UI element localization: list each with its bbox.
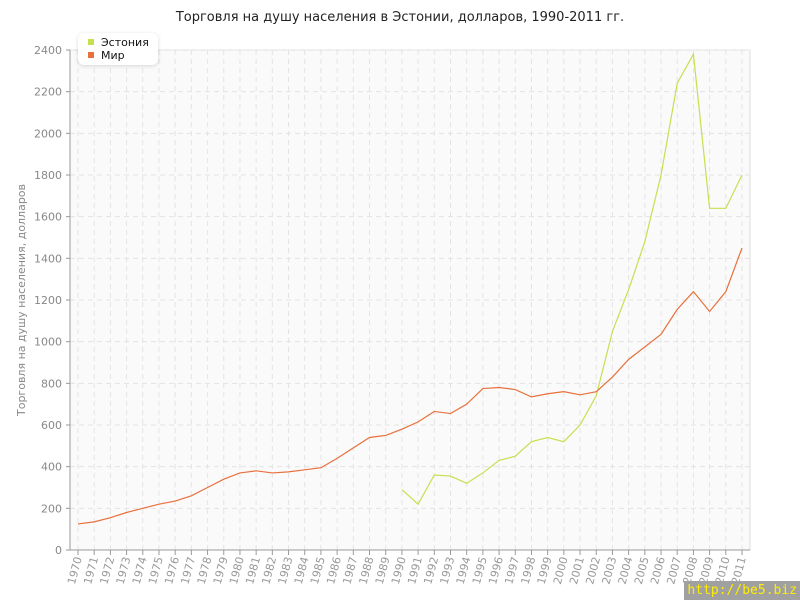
- y-tick-label: 1800: [34, 169, 62, 182]
- legend-label: Мир: [101, 49, 125, 62]
- legend: Эстония Мир: [78, 33, 158, 65]
- y-tick-label: 2000: [34, 127, 62, 140]
- legend-label: Эстония: [101, 36, 149, 49]
- y-tick-label: 800: [41, 377, 62, 390]
- y-tick-label: 400: [41, 461, 62, 474]
- legend-swatch: [88, 39, 94, 45]
- y-tick-label: 1600: [34, 211, 62, 224]
- y-tick-label: 1400: [34, 252, 62, 265]
- legend-item-estonia[interactable]: Эстония: [88, 37, 149, 49]
- y-tick-label: 200: [41, 502, 62, 515]
- y-tick-label: 1000: [34, 336, 62, 349]
- legend-item-world[interactable]: Мир: [88, 50, 125, 62]
- y-axis-label: Торговля на душу населения, долларов: [15, 184, 28, 417]
- y-tick-label: 2400: [34, 44, 62, 57]
- watermark[interactable]: http://be5.biz: [684, 581, 800, 600]
- series-line-world: [77, 247, 743, 525]
- chart-title: Торговля на душу населения в Эстонии, до…: [175, 10, 625, 25]
- y-tick-label: 1200: [34, 294, 62, 307]
- legend-swatch: [88, 52, 94, 58]
- y-tick-label: 2200: [34, 86, 62, 99]
- series-line-estonia: [401, 52, 743, 506]
- y-tick-label: 0: [55, 544, 62, 557]
- y-tick-label: 600: [41, 419, 62, 432]
